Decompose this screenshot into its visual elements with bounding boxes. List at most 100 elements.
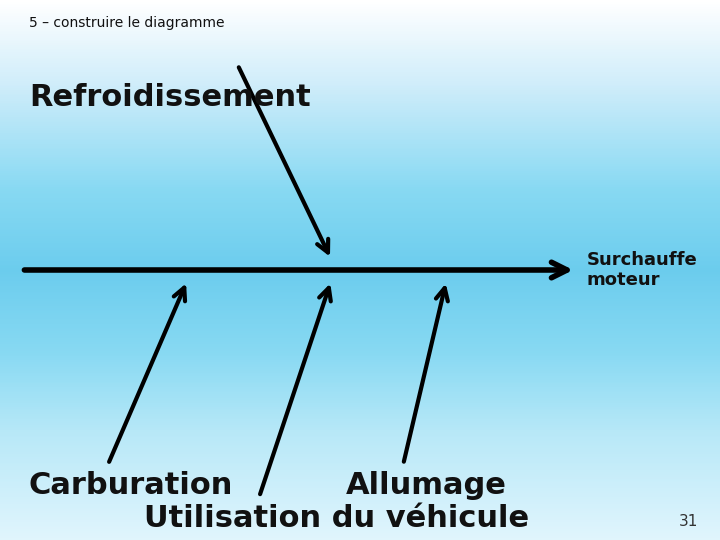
Bar [0, 245, 720, 247]
Bar [0, 238, 720, 239]
Bar [0, 414, 720, 416]
Bar [0, 508, 720, 509]
Bar [0, 486, 720, 488]
Bar [0, 112, 720, 113]
Bar [0, 2, 720, 4]
Text: Surchauffe
moteur: Surchauffe moteur [587, 251, 698, 289]
Bar [0, 335, 720, 336]
Bar [0, 23, 720, 25]
Bar [0, 434, 720, 436]
Bar [0, 166, 720, 167]
Bar [0, 380, 720, 382]
Bar [0, 247, 720, 248]
Bar [0, 531, 720, 533]
Bar [0, 420, 720, 421]
Bar [0, 22, 720, 23]
Bar [0, 29, 720, 31]
Bar [0, 398, 720, 400]
Bar [0, 45, 720, 47]
Bar [0, 538, 720, 540]
Bar [0, 42, 720, 43]
Bar [0, 66, 720, 69]
Bar [0, 535, 720, 536]
Bar [0, 147, 720, 150]
Bar [0, 27, 720, 29]
Bar [0, 198, 720, 200]
Bar [0, 231, 720, 232]
Bar [0, 504, 720, 506]
Bar [0, 225, 720, 227]
Bar [0, 81, 720, 83]
Bar [0, 363, 720, 366]
Bar [0, 491, 720, 493]
Bar [0, 177, 720, 178]
Bar [0, 409, 720, 410]
Bar [0, 488, 720, 490]
Bar [0, 86, 720, 88]
Bar [0, 518, 720, 520]
Bar [0, 536, 720, 538]
Bar [0, 421, 720, 423]
Bar [0, 270, 720, 272]
Bar [0, 292, 720, 293]
Bar [0, 474, 720, 475]
Text: Carburation: Carburation [29, 471, 233, 501]
Text: Refroidissement: Refroidissement [29, 83, 310, 112]
Bar [0, 479, 720, 481]
Bar [0, 63, 720, 65]
Bar [0, 324, 720, 326]
Bar [0, 454, 720, 455]
Bar [0, 351, 720, 353]
Bar [0, 439, 720, 441]
Bar [0, 164, 720, 166]
Bar [0, 407, 720, 409]
Bar [0, 123, 720, 124]
Bar [0, 200, 720, 201]
Bar [0, 369, 720, 371]
Bar [0, 120, 720, 123]
Bar [0, 218, 720, 220]
Bar [0, 52, 720, 54]
Bar [0, 209, 720, 211]
Bar [0, 104, 720, 106]
Bar [0, 498, 720, 501]
Bar [0, 428, 720, 430]
Bar [0, 464, 720, 466]
Bar [0, 173, 720, 174]
Bar [0, 423, 720, 425]
Bar [0, 279, 720, 281]
Bar [0, 315, 720, 317]
Bar [0, 455, 720, 457]
Bar [0, 108, 720, 110]
Bar [0, 211, 720, 212]
Bar [0, 58, 720, 59]
Bar [0, 70, 720, 72]
Bar [0, 277, 720, 279]
Bar [0, 293, 720, 295]
Bar [0, 266, 720, 268]
Bar [0, 250, 720, 252]
Bar [0, 96, 720, 97]
Bar [0, 187, 720, 189]
Bar [0, 103, 720, 104]
Bar [0, 4, 720, 5]
Bar [0, 475, 720, 477]
Bar [0, 0, 720, 2]
Bar [0, 356, 720, 358]
Bar [0, 495, 720, 497]
Bar [0, 501, 720, 502]
Bar [0, 157, 720, 158]
Bar [0, 443, 720, 444]
Bar [0, 346, 720, 347]
Bar [0, 15, 720, 16]
Bar [0, 144, 720, 146]
Bar [0, 524, 720, 525]
Bar [0, 140, 720, 142]
Bar [0, 204, 720, 205]
Bar [0, 533, 720, 535]
Bar [0, 234, 720, 236]
Bar [0, 178, 720, 180]
Bar [0, 25, 720, 27]
Bar [0, 124, 720, 126]
Bar [0, 196, 720, 198]
